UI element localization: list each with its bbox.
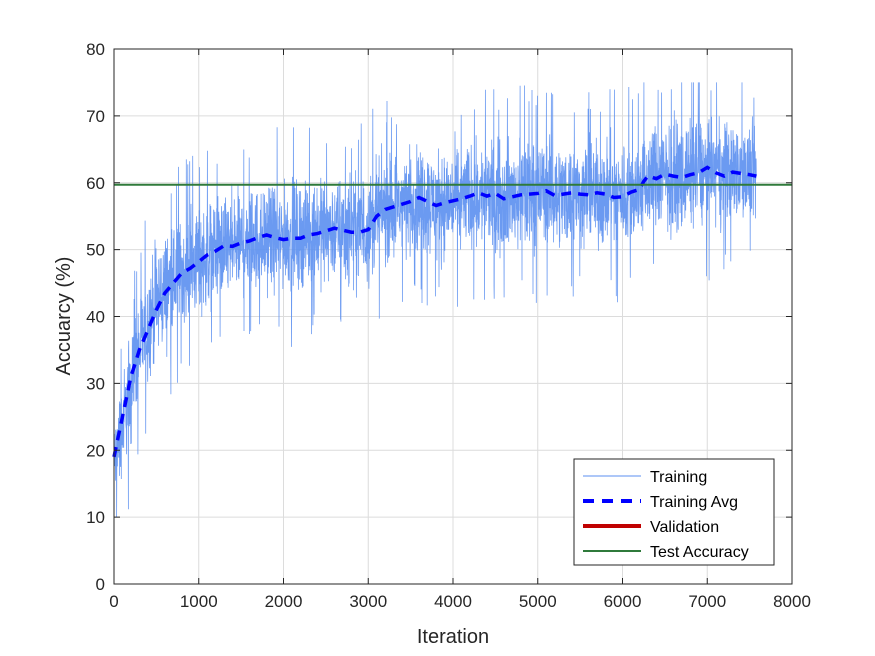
x-tick-label: 2000: [265, 592, 303, 611]
axis-ticks: [113, 48, 793, 585]
x-axis-label: Iteration: [417, 626, 489, 648]
y-tick-label: 30: [86, 374, 105, 393]
x-tick-label: 7000: [688, 592, 726, 611]
legend-label-training-avg: Training Avg: [650, 494, 738, 511]
x-tick-label: 0: [109, 592, 118, 611]
legend-label-validation: Validation: [650, 519, 719, 536]
legend-box: [573, 458, 775, 566]
x-tick-label: 5000: [519, 592, 557, 611]
y-axis-label: Accuarcy (%): [53, 257, 75, 376]
y-tick-labels: 0 10 20 30 40 50 60 70 80: [86, 40, 105, 594]
x-tick-label: 3000: [349, 592, 387, 611]
y-tick-label: 20: [86, 441, 105, 460]
legend-label-test-accuracy: Test Accuracy: [650, 544, 749, 561]
y-tick-label: 80: [86, 40, 105, 59]
x-tick-label: 4000: [434, 592, 472, 611]
training-avg-line: [112, 165, 757, 458]
y-tick-label: 10: [86, 508, 105, 527]
series-training: [113, 82, 757, 518]
y-tick-label: 40: [86, 308, 105, 327]
x-tick-label: 8000: [773, 592, 811, 611]
y-tick-label: 60: [86, 174, 105, 193]
y-tick-label: 0: [96, 575, 105, 594]
legend: Training Training Avg Validation Test Ac…: [573, 458, 775, 566]
series-training-avg: [112, 165, 757, 458]
x-tick-label: 1000: [180, 592, 218, 611]
training-line: [113, 82, 757, 518]
y-tick-label: 50: [86, 241, 105, 260]
legend-label-training: Training: [650, 469, 707, 486]
x-tick-labels: 0 1000 2000 3000 4000 5000 6000 7000 8000: [109, 592, 811, 611]
y-tick-label: 70: [86, 107, 105, 126]
x-tick-label: 6000: [604, 592, 642, 611]
